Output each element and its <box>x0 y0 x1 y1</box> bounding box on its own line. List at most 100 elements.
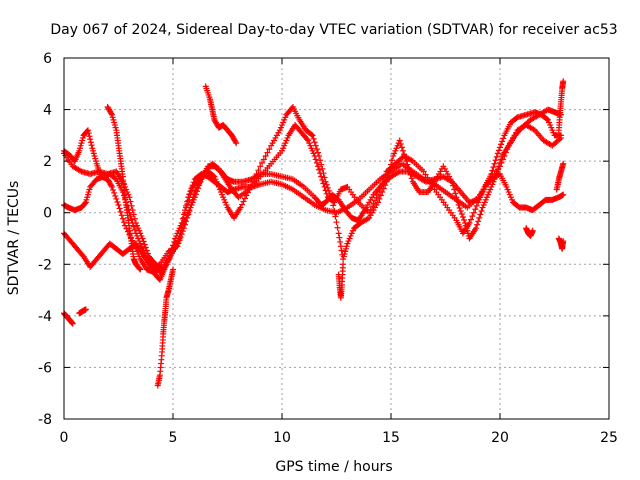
data-point <box>170 242 176 249</box>
data-point <box>165 256 172 263</box>
data-point <box>141 241 148 248</box>
y-tick-label: 0 <box>43 206 52 222</box>
data-point <box>472 206 479 213</box>
data-point <box>197 179 204 186</box>
data-point <box>449 178 456 185</box>
data-point <box>180 211 187 218</box>
data-point <box>422 171 429 178</box>
data-point <box>140 238 147 245</box>
data-point <box>474 221 481 228</box>
data-point <box>500 135 507 142</box>
data-point <box>450 182 457 189</box>
data-point <box>459 214 466 221</box>
data-point <box>251 174 258 181</box>
data-point <box>192 191 199 198</box>
data-point <box>108 110 115 117</box>
data-point <box>498 159 505 166</box>
data-point <box>189 182 196 189</box>
data-point <box>309 132 316 139</box>
data-point <box>311 139 318 146</box>
data-point <box>489 167 496 174</box>
y-tick-label: -6 <box>38 360 52 376</box>
data-point <box>191 194 198 201</box>
data-point <box>115 201 122 208</box>
data-point <box>329 196 336 203</box>
data-point <box>338 247 345 254</box>
data-point <box>87 139 94 146</box>
data-point <box>376 187 383 194</box>
data-point <box>399 147 406 154</box>
y-tick-label: 4 <box>43 103 52 119</box>
data-point <box>167 249 174 256</box>
data-point <box>476 214 483 221</box>
data-point <box>332 213 339 220</box>
data-point <box>79 252 86 259</box>
data-point <box>492 157 499 164</box>
data-point <box>312 142 319 149</box>
data-point <box>308 131 315 138</box>
x-tick-label: 20 <box>491 430 509 446</box>
data-point <box>370 200 377 207</box>
data-point <box>241 195 248 202</box>
data-point <box>264 149 271 156</box>
data-point <box>84 127 91 134</box>
data-point <box>316 152 323 159</box>
data-point <box>310 135 317 142</box>
data-point <box>110 186 117 193</box>
chart-title: Day 067 of 2024, Sidereal Day-to-day VTE… <box>50 22 617 38</box>
data-point <box>171 238 178 245</box>
series-segment-e5 <box>76 306 89 317</box>
data-point <box>118 212 125 219</box>
data-point <box>137 266 144 273</box>
data-point <box>190 179 197 186</box>
data-point <box>239 201 246 208</box>
data-point <box>127 198 134 205</box>
plot-frame <box>63 57 610 420</box>
data-point <box>143 247 150 254</box>
data-point <box>461 217 468 224</box>
data-point <box>374 191 381 198</box>
data-point <box>139 235 146 242</box>
data-point <box>88 142 95 149</box>
data-point <box>475 218 482 225</box>
series-segment-e10 <box>553 160 567 193</box>
data-point <box>243 192 250 199</box>
data-point <box>131 215 138 222</box>
data-point <box>560 191 567 198</box>
series-segment-e7 <box>523 225 536 239</box>
data-point <box>377 192 384 199</box>
data-point <box>85 130 92 137</box>
data-point <box>244 189 251 196</box>
data-point <box>183 202 190 209</box>
data-point <box>266 146 273 153</box>
data-point <box>495 147 502 154</box>
data-point <box>131 226 138 233</box>
data-point <box>330 202 337 209</box>
data-point <box>119 215 126 222</box>
series-segment-e1 <box>104 103 144 273</box>
data-point <box>312 156 319 163</box>
data-point <box>313 146 320 153</box>
data-point <box>232 138 239 145</box>
data-point <box>210 172 217 179</box>
data-point <box>108 182 115 189</box>
data-point <box>321 174 328 181</box>
data-point <box>319 165 326 172</box>
y-tick-label: -8 <box>38 412 52 428</box>
series-segment-e3 <box>154 266 176 389</box>
data-point <box>304 136 311 143</box>
x-axis-label: GPS time / hours <box>275 459 392 475</box>
data-point <box>120 219 127 226</box>
data-point <box>187 188 194 195</box>
data-point <box>112 192 119 199</box>
data-point <box>130 223 137 230</box>
data-point <box>142 244 149 251</box>
data-point <box>322 178 329 185</box>
data-point <box>328 193 335 200</box>
x-tick-label: 15 <box>382 430 400 446</box>
data-point <box>493 153 500 160</box>
data-point <box>456 204 463 211</box>
data-point <box>111 189 118 196</box>
